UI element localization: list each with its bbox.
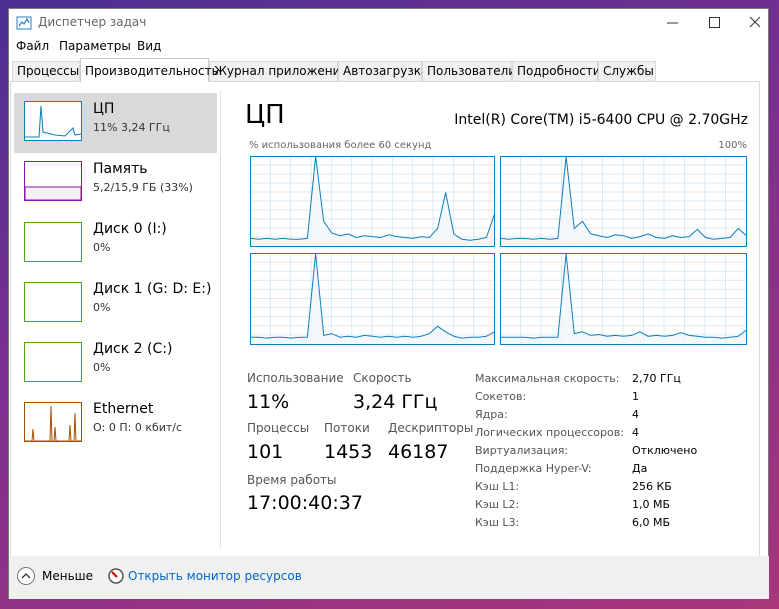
thumb-graph bbox=[25, 105, 82, 138]
window-controls[interactable] bbox=[660, 10, 768, 36]
spec-value: Да bbox=[632, 462, 648, 475]
thumb-ethernet bbox=[24, 402, 82, 442]
sidebar-name[interactable]: Диск 0 (I:) bbox=[93, 221, 167, 237]
tab[interactable]: Журнал приложений bbox=[209, 61, 348, 81]
sidebar-detail: 5,2/15,9 ГБ (33%) bbox=[93, 181, 193, 194]
stat-value: 17:00:40:37 bbox=[247, 492, 363, 514]
core-area bbox=[250, 253, 495, 344]
graph-frame bbox=[250, 156, 495, 247]
menu-item[interactable]: Вид bbox=[137, 39, 162, 53]
core-line bbox=[500, 156, 747, 240]
thumb-cpu bbox=[24, 101, 82, 141]
spec-label: Кэш L2: bbox=[475, 498, 520, 511]
window-title: Диспетчер задач bbox=[38, 15, 147, 29]
core-graphs bbox=[250, 156, 747, 345]
stat-label: Дескрипторы bbox=[388, 421, 474, 435]
core-area bbox=[500, 156, 747, 246]
tab-active[interactable]: Производительность bbox=[80, 58, 219, 82]
sidebar-detail: 0% bbox=[93, 361, 111, 374]
processor-name: Intel(R) Core(TM) i5-6400 CPU @ 2.70GHz bbox=[454, 112, 748, 128]
sidebar-name[interactable]: Диск 2 (C:) bbox=[93, 341, 173, 357]
core-line bbox=[500, 253, 747, 339]
spec-label: Максимальная скорость: bbox=[475, 372, 620, 385]
thumb-disk bbox=[24, 282, 82, 322]
spec-label: Сокетов: bbox=[475, 390, 527, 403]
app-icon bbox=[16, 16, 32, 30]
graph-frame bbox=[500, 253, 747, 345]
spec-value: 256 КБ bbox=[632, 480, 672, 493]
spec-value: 1,0 МБ bbox=[632, 498, 671, 511]
panel-title: ЦП bbox=[245, 100, 285, 130]
spec-label: Поддержка Hyper-V: bbox=[475, 462, 592, 475]
core-line bbox=[250, 253, 495, 339]
tab[interactable]: Службы bbox=[598, 61, 656, 81]
spec-label: Логических процессоров: bbox=[475, 426, 624, 439]
graph-frame bbox=[250, 253, 495, 345]
separator bbox=[220, 90, 221, 548]
tab[interactable]: Автозагрузка bbox=[338, 61, 428, 81]
graph-caption: % использования более 60 секунд bbox=[249, 140, 432, 151]
stat-value: 101 bbox=[247, 441, 284, 463]
stat-label: Скорость bbox=[353, 371, 412, 385]
core-area bbox=[250, 156, 495, 246]
stat-value: 3,24 ГГц bbox=[353, 391, 438, 413]
resource-monitor-link[interactable]: Открыть монитор ресурсов bbox=[128, 569, 302, 583]
stat-label: Потоки bbox=[324, 421, 370, 435]
thumb-memory bbox=[24, 161, 82, 201]
stat-label: Процессы bbox=[247, 421, 310, 435]
core-area bbox=[500, 253, 747, 344]
sidebar-name[interactable]: Ethernet bbox=[93, 401, 154, 417]
stat-label: Время работы bbox=[247, 473, 337, 487]
tab[interactable]: Пользователи bbox=[422, 61, 516, 81]
menu-item[interactable]: Файл bbox=[16, 39, 50, 53]
spec-value: 4 bbox=[632, 426, 639, 439]
sidebar-detail: 11% 3,24 ГГц bbox=[93, 121, 170, 134]
tab[interactable]: Подробности bbox=[512, 61, 601, 81]
stat-label: Использование bbox=[247, 371, 344, 385]
sidebar-name[interactable]: Диск 1 (G: D: E:) bbox=[93, 281, 212, 297]
spec-label: Ядра: bbox=[475, 408, 508, 421]
stat-value: 1453 bbox=[324, 441, 373, 463]
spec-value: 4 bbox=[632, 408, 639, 421]
sidebar-name[interactable]: ЦП bbox=[93, 101, 115, 117]
stat-value: 46187 bbox=[388, 441, 449, 463]
spec-value: 1 bbox=[632, 390, 639, 403]
graph-max-label: 100% bbox=[718, 140, 747, 151]
spec-value: 2,70 ГГц bbox=[632, 372, 681, 385]
sidebar-detail: 0% bbox=[93, 301, 111, 314]
less-button[interactable]: Меньше bbox=[42, 569, 94, 583]
thumb-disk bbox=[24, 342, 82, 382]
spec-value: Отключено bbox=[632, 444, 698, 457]
spec-label: Кэш L1: bbox=[475, 480, 520, 493]
thumb-graph bbox=[25, 405, 81, 442]
spec-label: Виртуализация: bbox=[475, 444, 569, 457]
sidebar-detail: О: 0 П: 0 кбит/с bbox=[93, 421, 183, 434]
menu-item[interactable]: Параметры bbox=[59, 39, 131, 53]
graph-frame bbox=[500, 156, 747, 247]
sidebar-name[interactable]: Память bbox=[93, 161, 148, 177]
spec-value: 6,0 МБ bbox=[632, 516, 671, 529]
collapse-icon[interactable] bbox=[16, 566, 36, 586]
sidebar-detail: 0% bbox=[93, 241, 111, 254]
footer-bar bbox=[9, 556, 769, 599]
spec-label: Кэш L3: bbox=[475, 516, 520, 529]
resource-monitor-icon bbox=[108, 568, 124, 584]
tab[interactable]: Процессы bbox=[12, 61, 80, 81]
thumb-disk bbox=[24, 222, 82, 262]
stat-value: 11% bbox=[247, 391, 290, 413]
core-line bbox=[250, 156, 495, 241]
